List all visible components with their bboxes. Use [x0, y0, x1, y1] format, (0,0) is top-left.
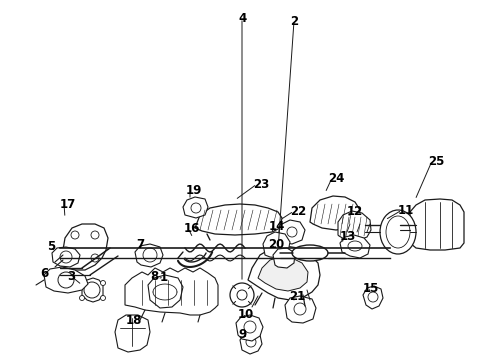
Text: 17: 17: [60, 198, 76, 211]
Polygon shape: [240, 332, 262, 354]
Polygon shape: [278, 220, 305, 244]
Text: 8: 8: [150, 270, 158, 283]
Text: 3: 3: [67, 270, 75, 283]
Polygon shape: [236, 315, 263, 341]
Text: 19: 19: [186, 184, 202, 197]
Circle shape: [60, 251, 72, 263]
Circle shape: [368, 292, 378, 302]
Polygon shape: [44, 267, 88, 293]
Circle shape: [100, 296, 105, 301]
Circle shape: [294, 303, 306, 315]
Polygon shape: [135, 244, 163, 267]
Ellipse shape: [380, 210, 416, 254]
Circle shape: [84, 282, 100, 298]
Text: 25: 25: [428, 155, 444, 168]
Text: 4: 4: [238, 12, 246, 25]
Polygon shape: [310, 196, 360, 230]
Polygon shape: [263, 232, 290, 258]
Polygon shape: [258, 257, 308, 291]
Circle shape: [58, 272, 74, 288]
Circle shape: [79, 296, 84, 301]
Text: 9: 9: [238, 328, 246, 341]
Polygon shape: [52, 247, 80, 267]
Polygon shape: [82, 278, 103, 302]
Polygon shape: [115, 315, 150, 352]
Circle shape: [287, 227, 297, 237]
Circle shape: [71, 254, 79, 262]
Text: 24: 24: [328, 172, 344, 185]
Circle shape: [91, 231, 99, 239]
Polygon shape: [363, 286, 383, 309]
Polygon shape: [338, 211, 371, 241]
Circle shape: [100, 280, 105, 285]
Text: 6: 6: [40, 267, 48, 280]
Text: 10: 10: [238, 308, 254, 321]
Polygon shape: [148, 275, 183, 308]
Polygon shape: [285, 296, 316, 323]
Text: 23: 23: [253, 178, 269, 191]
Text: 14: 14: [269, 220, 285, 233]
Text: 20: 20: [268, 238, 284, 251]
Text: 7: 7: [136, 238, 144, 251]
Circle shape: [246, 337, 256, 347]
Polygon shape: [63, 224, 108, 270]
Text: 2: 2: [290, 15, 298, 28]
Text: 13: 13: [340, 230, 356, 243]
Text: 16: 16: [184, 222, 200, 235]
Circle shape: [143, 248, 157, 262]
Text: 5: 5: [47, 240, 55, 253]
Ellipse shape: [386, 216, 410, 248]
Text: 22: 22: [290, 205, 306, 218]
Text: 18: 18: [126, 314, 143, 327]
Text: 21: 21: [289, 290, 305, 303]
Circle shape: [79, 280, 84, 285]
Circle shape: [91, 254, 99, 262]
Polygon shape: [248, 246, 320, 300]
Text: 15: 15: [363, 282, 379, 295]
Circle shape: [191, 203, 201, 213]
Text: 1: 1: [160, 271, 168, 284]
Polygon shape: [340, 235, 370, 258]
Circle shape: [71, 231, 79, 239]
Text: 11: 11: [398, 204, 414, 217]
Polygon shape: [125, 268, 218, 315]
Ellipse shape: [348, 241, 362, 251]
Polygon shape: [410, 199, 464, 250]
Polygon shape: [273, 248, 295, 268]
Circle shape: [230, 283, 254, 307]
Circle shape: [237, 290, 247, 300]
Polygon shape: [195, 204, 282, 235]
Ellipse shape: [292, 245, 328, 261]
Polygon shape: [183, 197, 208, 218]
Text: 12: 12: [347, 205, 363, 218]
Circle shape: [244, 321, 256, 333]
